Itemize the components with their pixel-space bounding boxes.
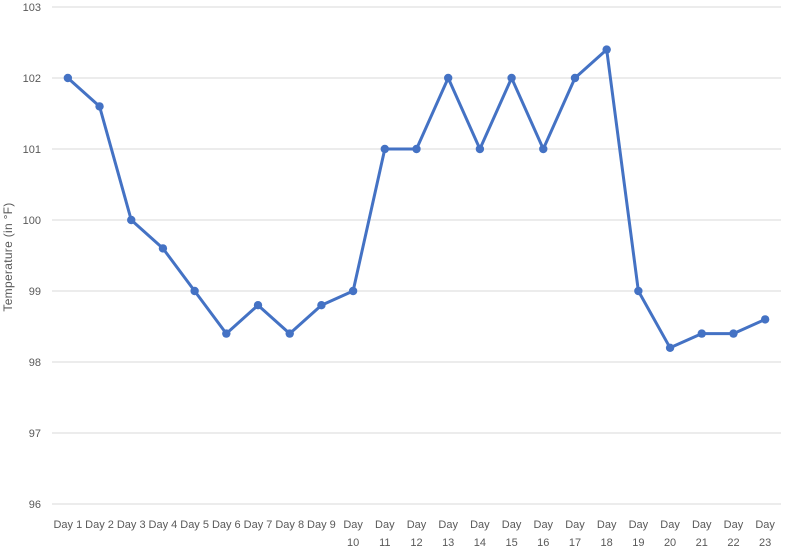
data-point [190,286,199,296]
x-tick-label: Day 19 [629,519,649,549]
x-tick-label: Day 2 [85,519,114,531]
y-tick-label: 99 [29,286,41,298]
x-tick-label: Day 14 [470,519,490,549]
y-tick-label: 102 [23,73,41,85]
data-point [95,102,104,111]
x-tick-label: Day 23 [755,519,775,549]
data-point [507,73,516,83]
series-line [66,48,767,350]
data-point [158,244,168,253]
x-tick-label: Day 18 [597,519,617,549]
x-tick-label: Day 5 [180,519,209,531]
data-point [285,329,294,338]
y-tick-label: 96 [29,499,41,511]
x-tick-label: Day 22 [724,519,744,549]
x-tick-label: Day 13 [438,519,458,549]
data-point [380,144,390,154]
x-tick-label: Day 20 [660,519,680,549]
series-layer [66,48,767,350]
x-axis-tick-labels: Day 1 Day 2 Day 3 Day 4 Day 5 Day 6 Day 7 Day 8… [53,519,775,549]
data-point [602,45,611,54]
data-point [697,329,706,338]
data-point [253,301,263,310]
data-point [317,301,326,310]
data-point [475,144,485,154]
gridlines [52,6,781,505]
x-tick-label: Day 10 [343,519,363,549]
x-tick-label: Day 17 [565,519,585,549]
data-point [348,286,358,296]
x-tick-label: Day 15 [502,519,522,549]
y-tick-label: 103 [23,2,41,14]
x-tick-label: Day 12 [407,519,427,549]
y-tick-label: 100 [23,215,41,227]
data-point [127,215,136,225]
y-tick-label: 101 [23,144,41,156]
x-tick-label: Day 9 [307,519,336,531]
x-tick-label: Day 21 [692,519,712,549]
data-point [63,73,73,83]
x-tick-label: Day 6 [212,519,241,531]
data-point [634,286,643,296]
data-point [760,315,770,324]
x-tick-label: Day 1 [53,519,82,531]
y-axis-tick-labels: 96 97 98 99 100 101 102 103 [23,2,41,511]
x-tick-label: Day 8 [275,519,304,531]
x-tick-label: Day 16 [534,519,554,549]
data-point [412,144,421,154]
y-axis-title: Temperature (in °F) [1,202,15,311]
data-point [539,144,548,154]
data-point [222,329,231,338]
x-tick-label: Day 4 [149,519,178,531]
data-point [570,73,580,83]
y-tick-label: 97 [29,428,41,440]
data-point [665,343,675,352]
x-tick-label: Day 7 [244,519,273,531]
x-tick-label: Day 3 [117,519,146,531]
data-point [729,329,738,338]
x-tick-label: Day 11 [375,519,395,549]
y-tick-label: 98 [29,357,41,369]
data-point [443,73,453,83]
data-points [63,45,770,352]
